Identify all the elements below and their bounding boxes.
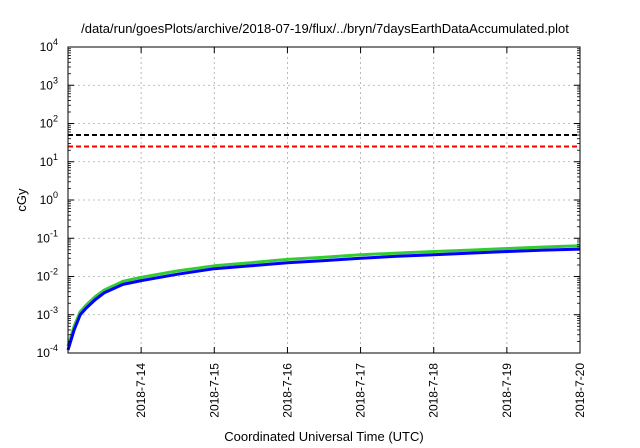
- y-tick-label: 100: [40, 190, 58, 207]
- y-tick-label: 10-4: [37, 343, 58, 360]
- series-line: [66, 247, 581, 351]
- x-tick-label: 2018-7-16: [280, 363, 294, 418]
- chart-title: /data/run/goesPlots/archive/2018-07-19/f…: [81, 21, 569, 36]
- y-ticks: 10-4 10-3 10-2 10-1 100 101 102 103 104: [37, 37, 580, 360]
- x-tick-label: 2018-7-17: [354, 363, 368, 418]
- x-ticks: 2018-7-14 2018-7-15 2018-7-16 2018-7-17 2018…: [134, 47, 587, 418]
- grid: [68, 47, 580, 353]
- y-axis-label: cGy: [14, 188, 29, 212]
- x-tick-label: 2018-7-18: [427, 363, 441, 418]
- y-tick-label: 103: [40, 75, 58, 92]
- x-axis-label: Coordinated Universal Time (UTC): [224, 429, 423, 444]
- y-tick-label: 10-2: [37, 267, 58, 284]
- y-tick-label: 101: [40, 152, 58, 169]
- x-tick-label: 2018-7-19: [500, 363, 514, 418]
- series-lines: [66, 244, 581, 351]
- y-tick-label: 10-3: [37, 305, 58, 322]
- y-tick-label: 104: [40, 37, 58, 54]
- reference-lines: [68, 134, 580, 148]
- x-tick-label: 2018-7-20: [573, 363, 587, 418]
- x-tick-label: 2018-7-15: [207, 363, 221, 418]
- y-tick-label: 102: [40, 114, 58, 131]
- x-tick-label: 2018-7-14: [134, 363, 148, 418]
- series-line: [66, 244, 581, 347]
- y-tick-label: 10-1: [37, 228, 58, 245]
